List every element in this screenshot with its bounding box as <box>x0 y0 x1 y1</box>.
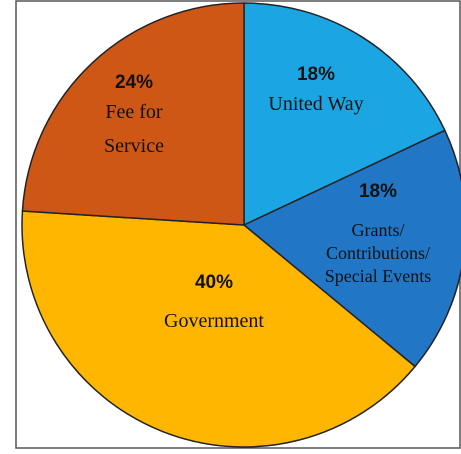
pie-slice-1 <box>243 2 446 226</box>
slice-category-label-1-line-1: United Way <box>268 93 363 115</box>
slice-category-label-2-line-2: Contributions/ <box>326 243 430 263</box>
slice-category-label-4-line-1: Fee for <box>105 101 163 123</box>
slice-category-label-3-line-1: Government <box>164 310 264 332</box>
pie-slice-2 <box>243 129 461 368</box>
slice-category-label-2-line-1: Grants/ <box>352 220 405 240</box>
pie-slices <box>21 2 461 448</box>
slice-percent-label-3: 40% <box>195 272 233 293</box>
slice-category-label-2-line-3: Special Events <box>325 266 431 286</box>
slice-percent-label-4: 24% <box>115 72 153 93</box>
pie-slice-4 <box>21 2 245 226</box>
slice-percent-label-2: 18% <box>359 181 397 202</box>
pie-labels: 18% United Way 18% Grants/Contributions/Spe… <box>104 64 431 332</box>
slice-percent-label-1: 18% <box>297 64 335 85</box>
slice-category-label-4-line-2: Service <box>104 135 164 157</box>
pie-slice-3 <box>21 210 416 448</box>
